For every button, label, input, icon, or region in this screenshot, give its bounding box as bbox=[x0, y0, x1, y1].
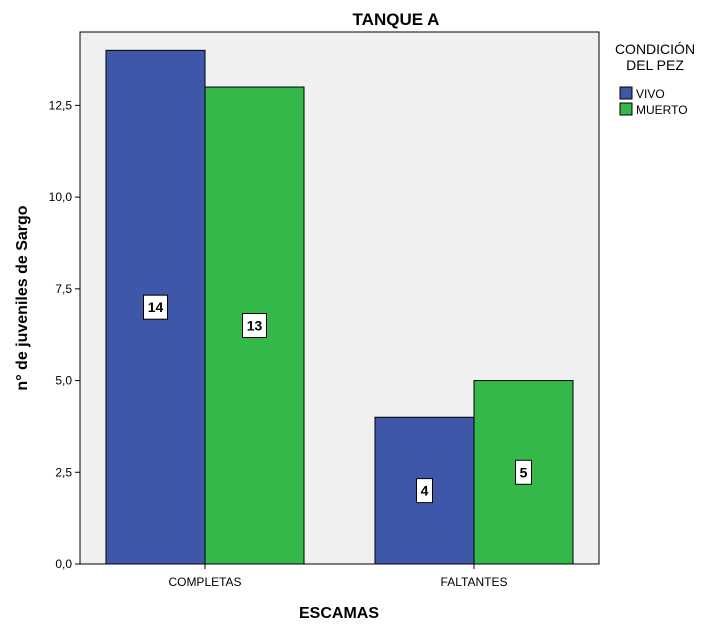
y-tick-label: 5,0 bbox=[55, 374, 72, 388]
data-label: 4 bbox=[421, 483, 429, 499]
data-label-box bbox=[416, 478, 433, 504]
data-label-box bbox=[515, 459, 532, 485]
y-tick-label: 7,5 bbox=[55, 282, 72, 296]
legend-swatch-muerto bbox=[619, 102, 633, 116]
chart-title: TANQUE A bbox=[353, 10, 440, 29]
x-tick-label: COMPLETAS bbox=[168, 575, 241, 589]
bar-muerto-completas bbox=[204, 86, 305, 565]
data-label: 14 bbox=[148, 299, 164, 315]
x-axis: COMPLETAS FALTANTES bbox=[168, 564, 507, 589]
data-label-box bbox=[242, 313, 267, 339]
x-axis-title: ESCAMAS bbox=[299, 605, 379, 622]
y-axis-title: n° de juveniles de Sargo bbox=[14, 205, 31, 390]
y-tick-label: 12,5 bbox=[49, 98, 73, 112]
y-axis: 0,0 2,5 5,0 7,5 10,0 12,5 bbox=[49, 98, 80, 571]
legend-swatch-vivo bbox=[619, 86, 633, 100]
data-label-box bbox=[143, 294, 168, 320]
y-tick-label: 0,0 bbox=[55, 557, 72, 571]
data-label: 13 bbox=[247, 318, 263, 334]
legend-title: DEL PEZ bbox=[626, 57, 684, 73]
legend-title: CONDICIÓN bbox=[615, 41, 695, 57]
data-label: 5 bbox=[520, 464, 528, 480]
legend-label-muerto: MUERTO bbox=[636, 103, 688, 117]
y-tick-label: 10,0 bbox=[49, 190, 73, 204]
x-tick-label: FALTANTES bbox=[441, 575, 508, 589]
y-tick-label: 2,5 bbox=[55, 465, 72, 479]
legend-label-vivo: VIVO bbox=[636, 87, 665, 101]
bars-group: 14 13 4 5 bbox=[105, 49, 574, 565]
